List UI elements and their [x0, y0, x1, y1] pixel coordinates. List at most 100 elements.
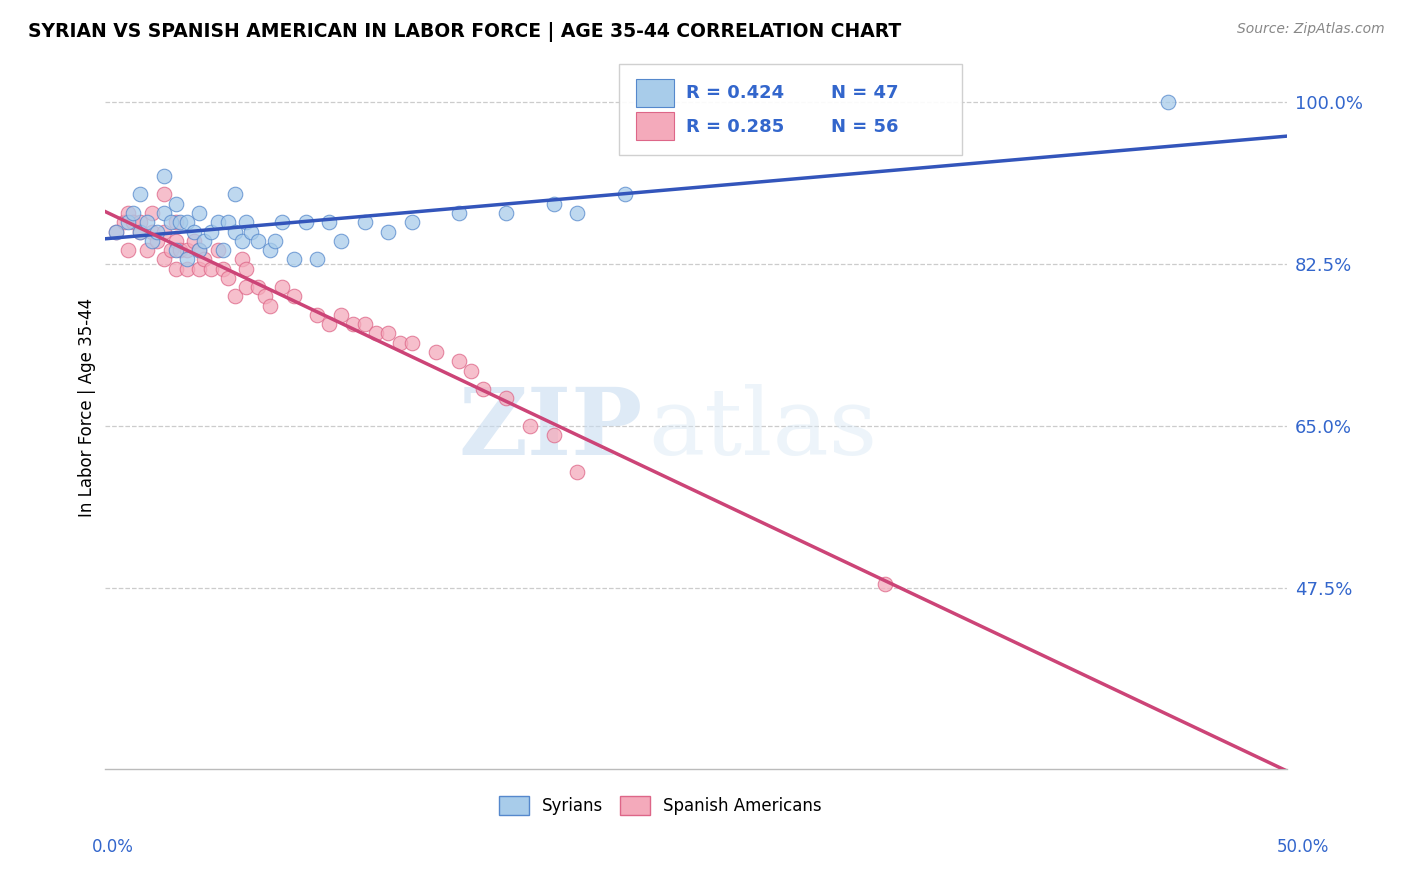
Point	[165, 261, 187, 276]
Point	[159, 243, 181, 257]
Point	[141, 206, 163, 220]
Point	[152, 252, 174, 267]
Point	[129, 225, 152, 239]
Text: SYRIAN VS SPANISH AMERICAN IN LABOR FORCE | AGE 35-44 CORRELATION CHART: SYRIAN VS SPANISH AMERICAN IN LABOR FORC…	[28, 22, 901, 42]
Point	[330, 308, 353, 322]
Legend: Syrians, Spanish Americans: Syrians, Spanish Americans	[492, 789, 828, 822]
Point	[176, 215, 198, 229]
Point	[401, 215, 423, 229]
Point	[188, 261, 211, 276]
Point	[471, 382, 494, 396]
Point	[129, 187, 152, 202]
Point	[283, 252, 305, 267]
Point	[165, 215, 187, 229]
Point	[169, 215, 191, 229]
Point	[200, 225, 222, 239]
Point	[377, 225, 399, 239]
Point	[122, 215, 145, 229]
Point	[389, 335, 412, 350]
Point	[165, 196, 187, 211]
Point	[207, 243, 229, 257]
Point	[377, 326, 399, 341]
Point	[200, 261, 222, 276]
Point	[425, 345, 447, 359]
Point	[460, 363, 482, 377]
Point	[122, 206, 145, 220]
Point	[224, 225, 246, 239]
FancyBboxPatch shape	[619, 64, 962, 154]
Point	[231, 234, 253, 248]
Point	[240, 225, 263, 239]
Point	[129, 225, 152, 239]
Point	[235, 261, 257, 276]
FancyBboxPatch shape	[637, 78, 675, 107]
Point	[136, 215, 159, 229]
Point	[873, 576, 896, 591]
Point	[224, 187, 246, 202]
Point	[188, 243, 211, 257]
Point	[145, 234, 167, 248]
Point	[145, 225, 167, 239]
Text: 50.0%: 50.0%	[1277, 838, 1329, 855]
Point	[117, 206, 139, 220]
Point	[152, 225, 174, 239]
Point	[235, 215, 257, 229]
Point	[254, 289, 277, 303]
Point	[567, 206, 589, 220]
Point	[294, 215, 316, 229]
Y-axis label: In Labor Force | Age 35-44: In Labor Force | Age 35-44	[79, 298, 96, 517]
Point	[247, 280, 270, 294]
Point	[207, 215, 229, 229]
Text: R = 0.424: R = 0.424	[686, 85, 785, 103]
Text: Source: ZipAtlas.com: Source: ZipAtlas.com	[1237, 22, 1385, 37]
Point	[270, 215, 292, 229]
Text: ZIP: ZIP	[458, 384, 643, 475]
Point	[193, 234, 215, 248]
Point	[112, 215, 135, 229]
Point	[263, 234, 285, 248]
Point	[330, 234, 353, 248]
Point	[342, 317, 364, 331]
Point	[169, 243, 191, 257]
Point	[270, 280, 292, 294]
Point	[141, 234, 163, 248]
Point	[159, 215, 181, 229]
FancyBboxPatch shape	[637, 112, 675, 140]
Point	[183, 234, 205, 248]
Point	[105, 225, 128, 239]
Point	[211, 243, 233, 257]
Point	[247, 234, 270, 248]
Point	[235, 280, 257, 294]
Point	[176, 243, 198, 257]
Point	[217, 271, 239, 285]
Point	[495, 392, 517, 406]
Point	[307, 252, 329, 267]
Point	[117, 215, 139, 229]
Point	[165, 234, 187, 248]
Text: N = 47: N = 47	[831, 85, 898, 103]
Point	[283, 289, 305, 303]
Point	[165, 243, 187, 257]
Point	[188, 206, 211, 220]
Point	[353, 215, 375, 229]
Point	[152, 187, 174, 202]
Point	[318, 317, 340, 331]
Point	[567, 466, 589, 480]
Point	[129, 215, 152, 229]
Point	[495, 206, 517, 220]
Point	[449, 354, 471, 368]
Point	[152, 206, 174, 220]
Point	[307, 308, 329, 322]
Point	[259, 243, 281, 257]
Point	[176, 261, 198, 276]
Point	[224, 289, 246, 303]
Text: atlas: atlas	[648, 384, 877, 475]
Point	[211, 261, 233, 276]
Point	[318, 215, 340, 229]
Point	[366, 326, 388, 341]
Point	[543, 196, 565, 211]
Point	[613, 187, 636, 202]
Point	[117, 243, 139, 257]
Text: R = 0.285: R = 0.285	[686, 118, 785, 136]
Point	[176, 252, 198, 267]
